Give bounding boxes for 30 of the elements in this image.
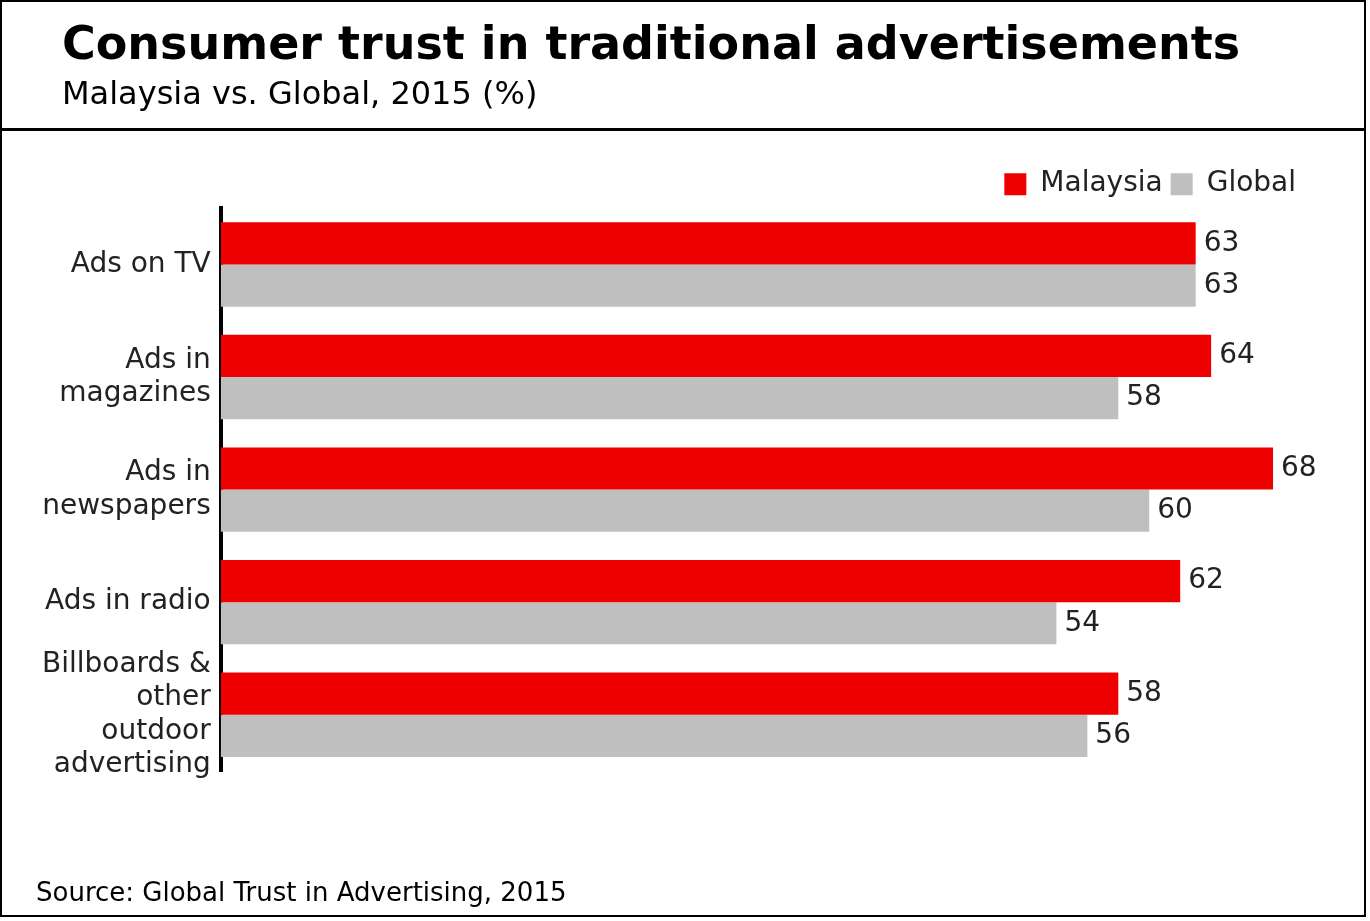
data-label: 60 <box>1157 491 1193 525</box>
y-tick-label: Ads in magazines <box>59 341 211 409</box>
bar <box>220 264 1196 307</box>
data-label: 58 <box>1126 674 1162 708</box>
bar <box>220 602 1057 645</box>
data-label: 58 <box>1126 379 1162 413</box>
bar <box>220 672 1119 715</box>
y-tick-label: Ads on TV <box>70 245 211 279</box>
bar <box>220 377 1119 420</box>
data-label: 63 <box>1203 266 1240 300</box>
data-label: 56 <box>1095 717 1131 751</box>
bar <box>220 489 1150 532</box>
chart-subtitle: Malaysia vs. Global, 2015 (%) <box>62 74 539 112</box>
y-tick-label: Ads in newspapers <box>42 454 211 521</box>
y-tick-label: Ads in radio <box>45 583 211 617</box>
data-label: 64 <box>1219 337 1255 371</box>
data-label: 63 <box>1203 224 1240 258</box>
y-tick-label: Billboards & other outdoor advertising <box>41 645 212 780</box>
bar <box>220 559 1181 603</box>
legend-label: Global <box>1206 165 1297 199</box>
data-label: 54 <box>1064 604 1101 638</box>
bar <box>220 334 1212 378</box>
chart-title: Consumer trust in traditional advertisements <box>62 16 1242 70</box>
bar <box>220 222 1196 265</box>
bar <box>220 714 1088 757</box>
data-label: 62 <box>1188 562 1224 596</box>
data-label: 68 <box>1281 449 1317 483</box>
source-note: Source: Global Trust in Advertising, 2015 <box>36 877 567 907</box>
legend-label: Malaysia <box>1040 165 1163 199</box>
bar <box>220 447 1274 490</box>
